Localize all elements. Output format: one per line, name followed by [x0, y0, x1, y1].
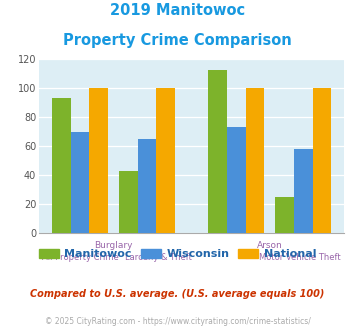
Bar	[246, 88, 264, 233]
Text: Motor Vehicle Theft: Motor Vehicle Theft	[259, 253, 340, 262]
Text: Larceny & Theft: Larceny & Theft	[125, 253, 192, 262]
Bar	[71, 132, 89, 233]
Bar	[275, 197, 294, 233]
Bar	[227, 127, 246, 233]
Bar	[138, 139, 156, 233]
Text: All Property Crime: All Property Crime	[42, 253, 118, 262]
Bar	[52, 98, 71, 233]
Text: Compared to U.S. average. (U.S. average equals 100): Compared to U.S. average. (U.S. average …	[30, 289, 325, 299]
Legend: Manitowoc, Wisconsin, National: Manitowoc, Wisconsin, National	[34, 244, 321, 263]
Bar	[313, 88, 331, 233]
Text: © 2025 CityRating.com - https://www.cityrating.com/crime-statistics/: © 2025 CityRating.com - https://www.city…	[45, 317, 310, 326]
Bar	[208, 70, 227, 233]
Bar	[119, 171, 138, 233]
Bar	[156, 88, 175, 233]
Bar	[89, 88, 108, 233]
Text: Property Crime Comparison: Property Crime Comparison	[63, 33, 292, 48]
Text: 2019 Manitowoc: 2019 Manitowoc	[110, 3, 245, 18]
Bar	[294, 149, 313, 233]
Text: Arson: Arson	[257, 241, 283, 250]
Text: Burglary: Burglary	[94, 241, 133, 250]
